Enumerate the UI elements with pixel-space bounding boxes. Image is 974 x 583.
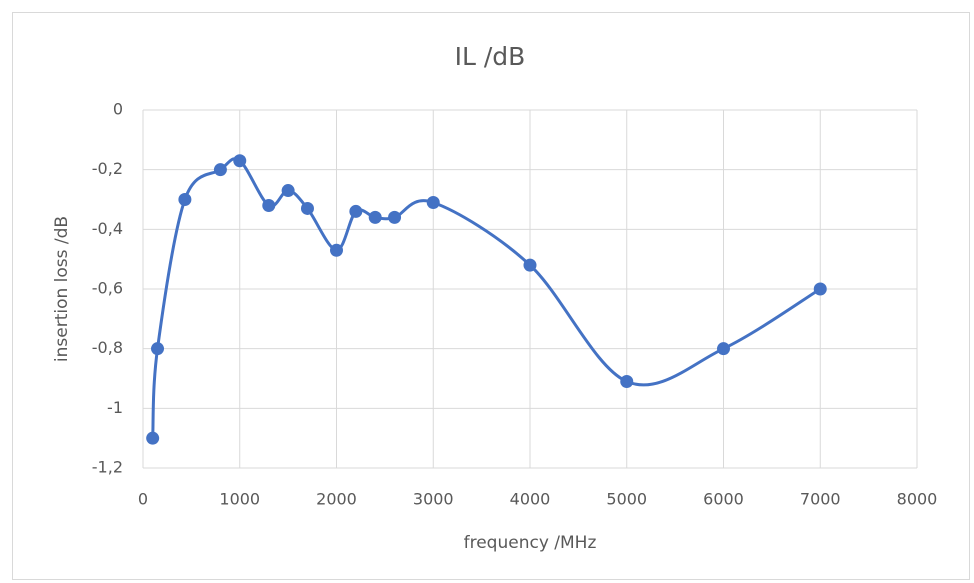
data-point — [281, 184, 295, 198]
data-point — [213, 163, 227, 177]
data-point — [178, 193, 192, 206]
y-tick-label: -1 — [107, 398, 123, 417]
data-point — [426, 195, 440, 209]
x-tick-label: 2000 — [316, 490, 357, 509]
data-point — [151, 342, 165, 356]
y-tick-label: -0,6 — [92, 279, 123, 298]
y-tick-label: -0,4 — [92, 219, 123, 238]
series-line — [151, 157, 822, 439]
x-tick-label: 4000 — [510, 490, 551, 509]
chart-title: IL /dB — [455, 42, 526, 71]
x-tick-label: 5000 — [606, 490, 647, 509]
y-tick-label: -1,2 — [92, 458, 123, 477]
data-point — [620, 374, 634, 388]
data-point — [330, 243, 343, 257]
data-point — [368, 210, 382, 224]
x-tick-label: 8000 — [897, 490, 938, 509]
x-tick-label: 7000 — [800, 490, 841, 509]
data-point — [349, 204, 363, 218]
x-tick-label: 0 — [138, 490, 148, 509]
data-point — [388, 210, 402, 224]
x-axis-label: frequency /MHz — [464, 533, 597, 553]
data-point — [717, 342, 730, 356]
y-tick-label: -0,8 — [92, 338, 123, 357]
data-point — [523, 258, 537, 272]
data-point — [262, 198, 276, 212]
data-point — [146, 431, 160, 445]
x-tick-label: 3000 — [413, 490, 454, 509]
data-point — [233, 154, 247, 168]
x-tick-label: 1000 — [219, 490, 260, 509]
x-tick-label: 6000 — [703, 490, 744, 509]
data-point — [300, 201, 314, 215]
y-tick-label: -0,2 — [92, 159, 123, 178]
y-tick-label: 0 — [113, 100, 123, 119]
data-point — [813, 282, 827, 296]
y-axis-label: insertion loss /dB — [52, 216, 72, 362]
